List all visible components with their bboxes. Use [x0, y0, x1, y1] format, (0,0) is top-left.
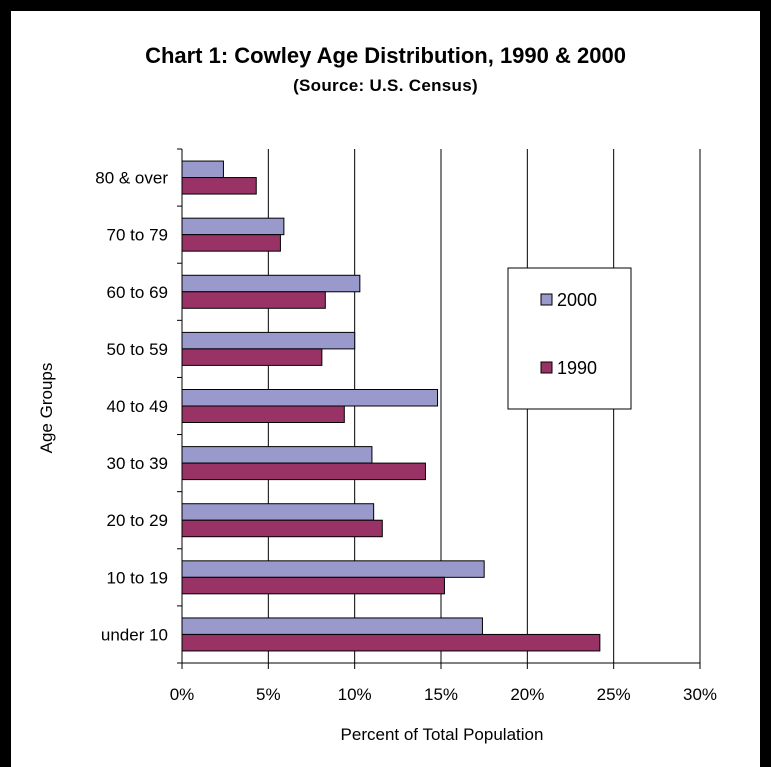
- y-axis-title: Age Groups: [37, 363, 56, 454]
- bar-2000-5: [181, 331, 356, 350]
- bars: [181, 160, 601, 652]
- bar-2000-0: [181, 617, 483, 635]
- y-category-label: 40 to 49: [107, 397, 168, 416]
- bar-2000-1: [181, 560, 485, 578]
- y-category-label: 80 & over: [95, 169, 168, 188]
- legend-swatch-2000: [540, 293, 553, 306]
- axis-labels: 0% 5% 10% 15% 20% 25% 30% under 10 10 to 19 20 to…: [37, 169, 717, 744]
- bar-2000-3: [181, 446, 373, 464]
- legend-label-2000: 2000: [557, 290, 597, 310]
- bar-2000-4: [181, 389, 439, 407]
- legend: 2000 1990: [507, 267, 632, 410]
- bar-1990-1: [181, 576, 445, 595]
- y-category-label: 20 to 29: [107, 511, 168, 530]
- x-tick-label: 30%: [683, 685, 717, 704]
- legend-swatch-1990: [540, 361, 553, 374]
- y-category-label: 50 to 59: [107, 340, 168, 359]
- x-axis-title: Percent of Total Population: [341, 725, 544, 744]
- y-category-label: 30 to 39: [107, 454, 168, 473]
- bar-1990-8: [181, 177, 257, 195]
- x-tick-label: 20%: [510, 685, 544, 704]
- chart-subtitle: (Source: U.S. Census): [293, 76, 478, 95]
- bar-2000-7: [181, 217, 285, 236]
- x-tick-label: 15%: [424, 685, 458, 704]
- y-category-label: 70 to 79: [107, 226, 168, 245]
- bar-1990-5: [181, 348, 323, 366]
- axes: [177, 148, 701, 669]
- chart-title: Chart 1: Cowley Age Distribution, 1990 &…: [145, 43, 626, 68]
- y-category-label: 60 to 69: [107, 283, 168, 302]
- bar-2000-8: [181, 160, 224, 179]
- x-tick-label: 10%: [338, 685, 372, 704]
- x-tick-label: 5%: [256, 685, 281, 704]
- bar-1990-4: [181, 405, 345, 423]
- x-tick-label: 25%: [597, 685, 631, 704]
- bar-1990-2: [181, 519, 383, 538]
- bar-1990-0: [181, 633, 601, 652]
- y-category-label: under 10: [101, 625, 168, 644]
- bar-2000-2: [181, 503, 375, 521]
- x-tick-label: 0%: [170, 685, 195, 704]
- bar-1990-3: [181, 462, 426, 481]
- y-category-label: 10 to 19: [107, 568, 168, 587]
- legend-box: [507, 267, 632, 410]
- bar-1990-6: [181, 291, 326, 309]
- bar-1990-7: [181, 234, 281, 252]
- bar-2000-6: [181, 274, 361, 293]
- legend-label-1990: 1990: [557, 358, 597, 378]
